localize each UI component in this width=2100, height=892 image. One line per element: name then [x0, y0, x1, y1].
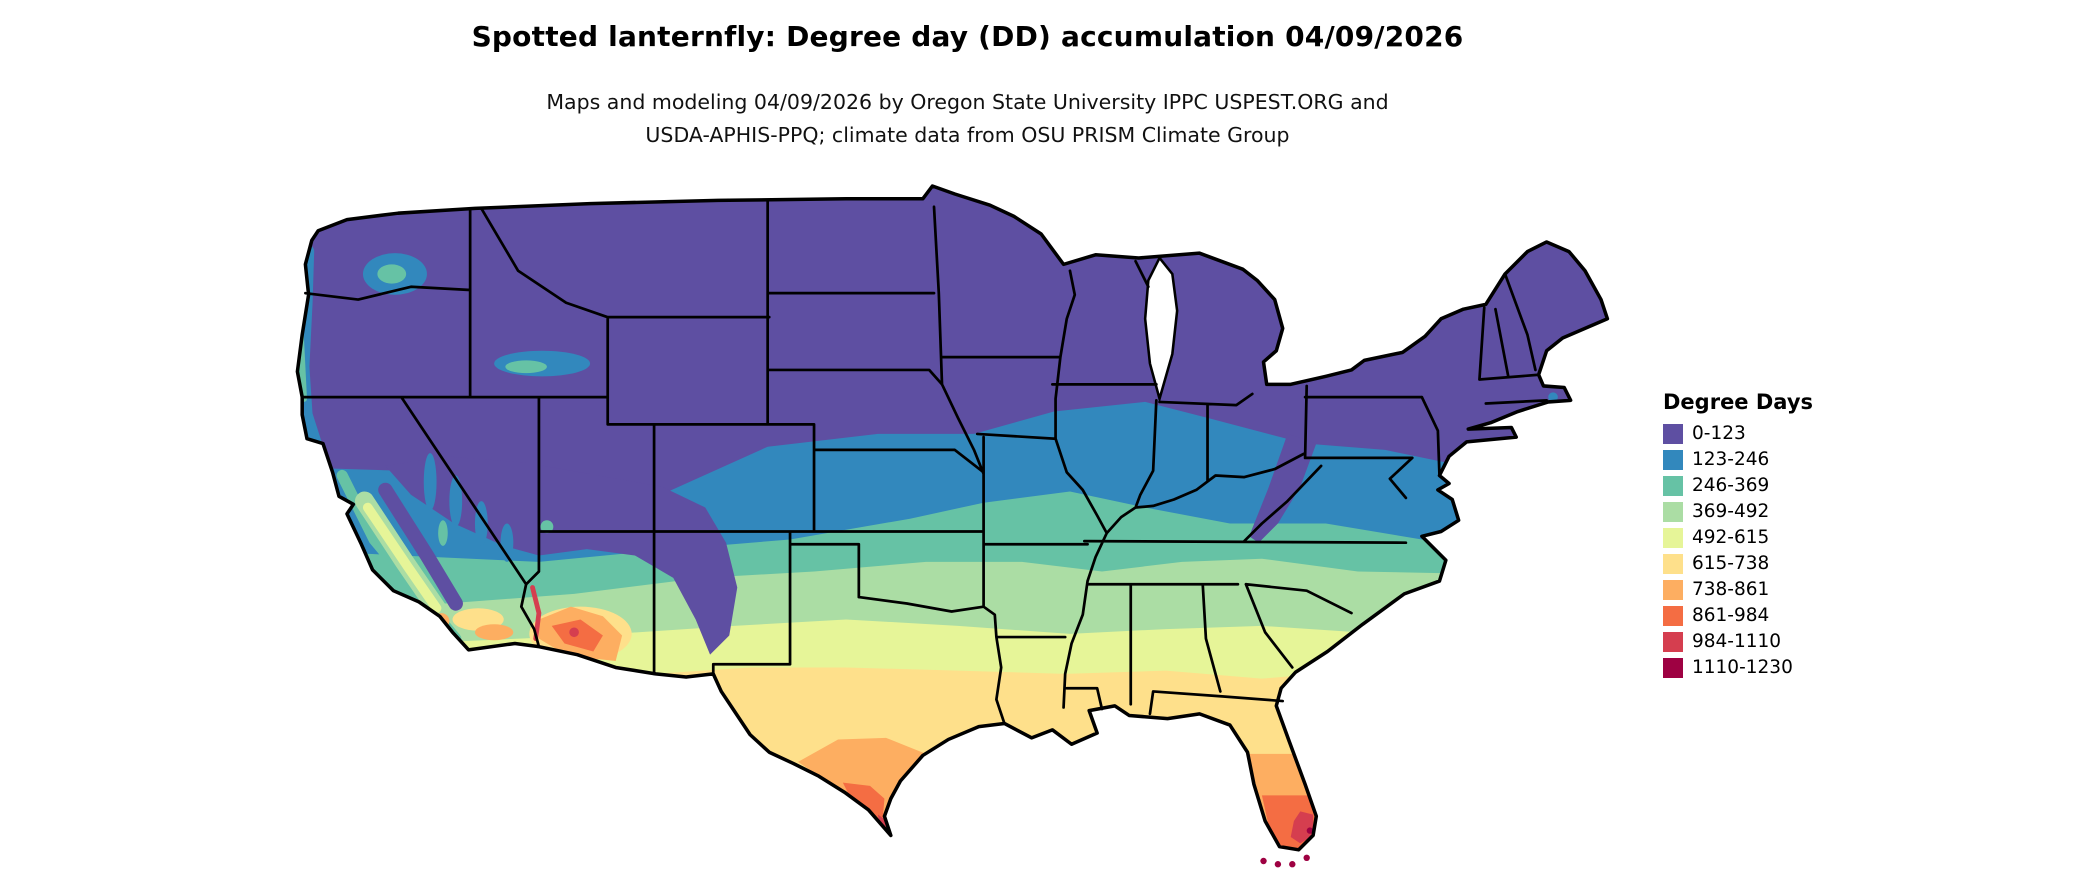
page-title: Spotted lanternfly: Degree day (DD) accu…	[471, 20, 1464, 53]
legend-label: 246-369	[1692, 475, 1770, 496]
legend-label: 861-984	[1692, 605, 1770, 626]
degree-day-raster	[297, 185, 1608, 850]
legend-label: 0-123	[1692, 423, 1746, 444]
legend-title: Degree Days	[1663, 390, 1814, 414]
region-seca-desert-orange	[474, 624, 514, 641]
region-snake-plain-teal	[505, 360, 547, 374]
subtitle-line-1: Maps and modeling 04/09/2026 by Oregon S…	[546, 90, 1389, 114]
region-colorado-river-red	[530, 585, 542, 642]
subtitle-line-2: USDA-APHIS-PPQ; climate data from OSU PR…	[645, 122, 1290, 147]
region-appalachian-cold	[1249, 433, 1317, 543]
region-sfl-red	[1290, 811, 1314, 844]
legend-swatch	[1663, 579, 1683, 600]
lake-michigan	[1143, 255, 1179, 404]
legend-item: 0-123	[1663, 423, 1813, 444]
legend-swatch	[1663, 501, 1683, 522]
legend-swatch	[1663, 449, 1683, 470]
legend-label: 492-615	[1692, 527, 1770, 548]
us-outline	[295, 184, 1610, 852]
legend-label: 1110-1230	[1692, 657, 1793, 678]
legend-swatch	[1663, 631, 1683, 652]
region-nevada-basin-range	[423, 453, 514, 562]
legend-label: 984-1110	[1692, 631, 1782, 652]
legend-item: 861-984	[1663, 605, 1813, 626]
legend-item: 123-246	[1663, 449, 1813, 470]
legend-swatch	[1663, 423, 1683, 444]
legend-label: 738-861	[1692, 579, 1770, 600]
florida-keys-dots	[1260, 854, 1310, 868]
region-miami-maroon	[1306, 827, 1314, 834]
legend-item: 615-738	[1663, 553, 1813, 574]
region-central-valley-yellow	[362, 502, 442, 614]
state-borders	[300, 199, 1548, 725]
legend-swatch	[1663, 475, 1683, 496]
legend-item: 246-369	[1663, 475, 1813, 496]
legend-item: 492-615	[1663, 527, 1813, 548]
legend-list: 0-123 123-246 246-369 369-492 492-615 61…	[1663, 423, 1813, 678]
legend-item: 1110-1230	[1663, 657, 1813, 678]
region-band-615-738	[297, 667, 1608, 850]
legend-label: 615-738	[1692, 553, 1770, 574]
legend-swatch	[1663, 605, 1683, 626]
legend-swatch	[1663, 553, 1683, 574]
region-band-492-615	[297, 619, 1608, 850]
legend-item: 984-1110	[1663, 631, 1813, 652]
legend-label: 369-492	[1692, 501, 1770, 522]
region-stgeorge-warm-spot	[540, 520, 554, 534]
legend-swatch	[1663, 657, 1683, 678]
page-subtitle: Maps and modeling 04/09/2026 by Oregon S…	[0, 86, 1935, 152]
region-phoenix-red	[569, 627, 579, 638]
region-capecod-blue	[1548, 392, 1558, 402]
legend-item: 369-492	[1663, 501, 1813, 522]
region-sierra-cold	[378, 482, 463, 611]
region-columbia-basin-teal	[377, 264, 407, 284]
legend-swatch	[1663, 527, 1683, 548]
legend-label: 123-246	[1692, 449, 1770, 470]
legend-item: 738-861	[1663, 579, 1813, 600]
map-container	[286, 178, 1630, 869]
legend: Degree Days 0-123 123-246 246-369 369-49…	[1663, 390, 1813, 683]
region-stx-dark-orange	[842, 782, 891, 836]
us-degree-day-map	[295, 184, 1610, 868]
